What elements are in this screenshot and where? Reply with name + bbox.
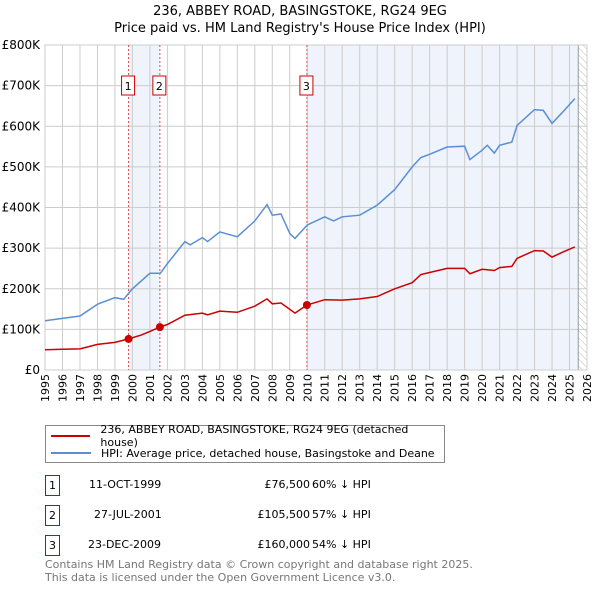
sale-hpi: 60% ↓ HPI: [312, 478, 371, 491]
x-tick-label: 2016: [406, 374, 419, 402]
series-line: [44, 98, 576, 322]
sale-point: [302, 301, 311, 309]
x-tick-label: 2017: [424, 374, 437, 402]
sale-row: 1 11-OCT-1999 £76,500 60% ↓ HPI: [45, 475, 545, 497]
x-tick-label: 1997: [74, 374, 87, 402]
sale-row: 3 23-DEC-2009 £160,000 54% ↓ HPI: [45, 535, 545, 557]
sale-price: £160,000: [257, 538, 311, 551]
sale-price: £76,500: [264, 478, 311, 491]
x-tick-label: 2014: [371, 374, 384, 402]
sale-label: 3: [303, 80, 310, 93]
x-tick-label: 2025: [564, 374, 577, 402]
legend-item-property: 236, ABBEY ROAD, BASINGSTOKE, RG24 9EG (…: [51, 423, 444, 449]
y-tick-label: £400K: [2, 201, 42, 215]
sale-hpi: 54% ↓ HPI: [312, 538, 371, 551]
y-tick-label: £800K: [2, 38, 42, 52]
chart-title: 236, ABBEY ROAD, BASINGSTOKE, RG24 9EG: [153, 4, 447, 19]
x-tick-label: 1999: [109, 374, 122, 402]
footer-licence: This data is licensed under the Open Gov…: [45, 571, 396, 584]
sale-point: [155, 323, 164, 332]
footer-copyright: Contains HM Land Registry data © Crown c…: [45, 558, 473, 571]
x-tick-label: 2019: [459, 374, 472, 402]
x-tick-label: 2006: [231, 374, 244, 402]
x-tick-label: 2001: [144, 374, 157, 402]
y-tick-label: £200K: [2, 282, 42, 296]
legend-swatch-blue: [51, 452, 91, 454]
x-tick-label: 1996: [56, 374, 69, 402]
x-tick-label: 2000: [126, 374, 139, 402]
sale-marker-box: 3: [45, 535, 60, 556]
sale-marker-box: 1: [45, 475, 60, 496]
x-tick-label: 2004: [196, 374, 209, 402]
legend: 236, ABBEY ROAD, BASINGSTOKE, RG24 9EG (…: [45, 423, 445, 463]
x-tick-label: 2010: [301, 374, 314, 402]
x-tick-label: 2009: [284, 374, 297, 402]
sale-hpi: 57% ↓ HPI: [312, 508, 371, 521]
x-tick-label: 2023: [529, 374, 542, 402]
x-tick-label: 2018: [441, 374, 454, 402]
sale-marker-box: 2: [45, 505, 60, 526]
legend-label: 236, ABBEY ROAD, BASINGSTOKE, RG24 9EG (…: [100, 423, 409, 449]
sale-date: 27-JUL-2001: [94, 508, 162, 521]
series-line: [44, 246, 576, 351]
x-tick-label: 2021: [494, 374, 507, 402]
x-tick-label: 2026: [581, 374, 594, 402]
y-tick-label: £600K: [2, 119, 42, 133]
x-tick-label: 2002: [161, 374, 174, 402]
x-tick-label: 2022: [511, 374, 524, 402]
x-tick-label: 1995: [39, 374, 52, 402]
sale-label-box: [152, 75, 167, 96]
x-tick-label: 2015: [389, 374, 402, 402]
x-tick-label: 2003: [179, 374, 192, 402]
y-tick-label: £300K: [2, 241, 42, 255]
y-tick-label: £500K: [2, 160, 42, 174]
x-tick-label: 2007: [249, 374, 262, 402]
sale-date: 11-OCT-1999: [89, 478, 162, 491]
sale-row: 2 27-JUL-2001 £105,500 57% ↓ HPI: [45, 505, 545, 527]
legend-swatch-red: [51, 435, 91, 437]
sale-label: 2: [156, 80, 163, 93]
sale-price: £105,500: [257, 508, 311, 521]
y-tick-label: £0: [25, 363, 40, 377]
x-tick-label: 2020: [476, 374, 489, 402]
sale-label: 1: [125, 80, 132, 93]
x-tick-label: 2005: [214, 374, 227, 402]
chart-subtitle: Price paid vs. HM Land Registry's House …: [114, 21, 486, 36]
sale-label-box: [121, 75, 136, 96]
legend-label: HPI: Average price, detached house, Basi…: [101, 446, 435, 460]
footer: Contains HM Land Registry data © Crown c…: [45, 558, 473, 584]
plot-frame: [44, 44, 588, 371]
x-tick-label: 2024: [546, 374, 559, 402]
x-tick-label: 2011: [319, 374, 332, 402]
y-tick-label: £700K: [2, 79, 42, 93]
x-tick-label: 1998: [91, 374, 104, 402]
x-tick-label: 2008: [266, 374, 279, 402]
sale-point: [124, 334, 133, 343]
y-tick-label: £100K: [2, 322, 42, 336]
price-chart: 1995 1996 1997 1998 1999 2000 2001 2002 2003 2004…: [2, 38, 594, 402]
sale-date: 23-DEC-2009: [88, 538, 162, 551]
x-tick-label: 2013: [354, 374, 367, 402]
legend-item-hpi: HPI: Average price, detached house, Basi…: [51, 445, 435, 461]
x-tick-label: 2012: [336, 374, 349, 402]
sale-label-box: [299, 75, 314, 96]
